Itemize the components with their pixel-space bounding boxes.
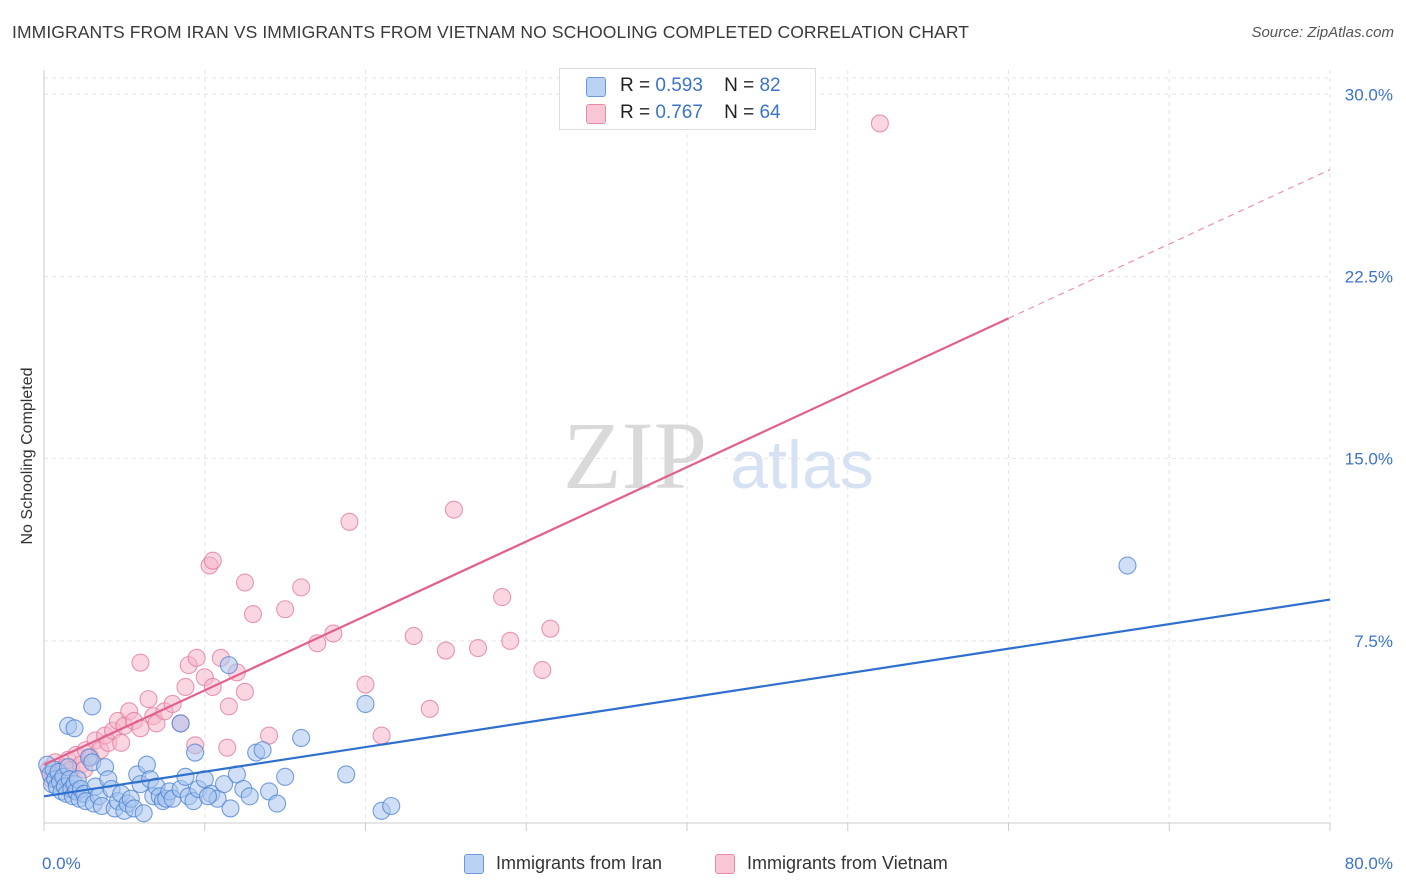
vietnam-point	[493, 588, 512, 607]
data-points	[38, 114, 1137, 823]
r-label: R =	[620, 75, 651, 96]
iran-swatch	[586, 77, 606, 97]
y-axis-title: No Schooling Completed	[19, 367, 36, 545]
vietnam-point	[276, 600, 295, 619]
vietnam-swatch	[715, 854, 735, 874]
series-name-vietnam: Immigrants from Vietnam	[747, 853, 948, 873]
y-tick-label: 22.5%	[1345, 267, 1393, 286]
vietnam-point	[203, 551, 222, 570]
vietnam-swatch	[586, 104, 606, 124]
iran-point	[65, 719, 84, 738]
series-legend: Immigrants from Iran Immigrants from Vie…	[0, 852, 1406, 878]
vietnam-point	[112, 733, 131, 752]
series-name-iran: Immigrants from Iran	[496, 853, 663, 873]
vietnam-point	[219, 697, 238, 716]
iran-point	[382, 796, 401, 816]
vietnam-point	[404, 626, 423, 646]
vietnam-point	[187, 648, 206, 667]
iran-point	[221, 799, 240, 818]
r-value-vietnam: 0.767	[655, 102, 703, 123]
stats-legend: R = 0.593 N = 82 R = 0.767 N = 64	[559, 68, 816, 130]
vietnam-point	[163, 694, 182, 714]
chart-title: IMMIGRANTS FROM IRAN VS IMMIGRANTS FROM …	[12, 22, 970, 42]
y-tick-label: 15.0%	[1345, 450, 1393, 469]
iran-trend-line	[43, 598, 1331, 798]
vietnam-trend-line	[43, 317, 1009, 766]
iran-swatch	[464, 854, 484, 874]
vietnam-point	[444, 500, 463, 519]
n-value-iran: 82	[759, 75, 781, 96]
axes	[43, 70, 1331, 831]
vietnam-point	[292, 578, 311, 597]
iran-point	[268, 794, 287, 813]
vietnam-point	[340, 512, 359, 531]
y-tick-label: 7.5%	[1354, 632, 1393, 651]
vietnam-point	[541, 619, 560, 638]
iran-point	[356, 694, 375, 714]
iran-point	[253, 741, 272, 760]
iran-point	[83, 697, 102, 716]
iran-point	[240, 787, 259, 806]
vietnam-point	[501, 631, 520, 650]
r-value-iran: 0.593	[655, 75, 703, 96]
vietnam-point	[533, 660, 552, 680]
vietnam-point	[131, 653, 150, 672]
iran-point	[134, 804, 153, 823]
vietnam-point	[870, 114, 889, 133]
iran-point	[214, 775, 234, 794]
iran-point	[292, 728, 311, 748]
n-label: N =	[724, 75, 755, 96]
vietnam-point	[139, 690, 158, 709]
vietnam-point	[420, 699, 439, 718]
watermark: ZIP atlas	[563, 402, 874, 509]
iran-point	[198, 787, 218, 806]
watermark-zip: ZIP	[563, 402, 707, 509]
vietnam-point	[176, 677, 195, 697]
vietnam-trend-line-extension	[1008, 169, 1331, 319]
vietnam-point	[372, 726, 391, 745]
iran-point	[1118, 556, 1137, 575]
watermark-atlas: atlas	[730, 427, 874, 503]
vietnam-point	[468, 639, 488, 658]
iran-point	[171, 714, 190, 733]
n-label: N =	[724, 102, 755, 123]
vietnam-point	[356, 675, 375, 694]
y-tick-label: 30.0%	[1345, 85, 1393, 104]
iran-point	[186, 743, 205, 762]
x-tick-label: 0.0%	[42, 854, 81, 873]
iran-point	[337, 765, 356, 784]
tick-labels: 7.5% 15.0% 22.5% 30.0% 0.0% 80.0%	[42, 85, 1393, 873]
trend-lines	[43, 169, 1331, 798]
vietnam-point	[235, 682, 254, 701]
r-label: R =	[620, 102, 651, 123]
legend-text-vietnam: R = 0.767 N = 64	[620, 102, 781, 124]
vietnam-point	[243, 605, 263, 624]
vietnam-point	[218, 738, 237, 757]
vietnam-point	[436, 641, 455, 660]
iran-point	[176, 767, 195, 786]
vietnam-point	[235, 573, 254, 592]
iran-point	[219, 656, 238, 675]
legend-text-iran: R = 0.593 N = 82	[620, 75, 781, 97]
iran-point	[276, 767, 295, 786]
x-tick-label: 80.0%	[1345, 854, 1393, 873]
n-value-vietnam: 64	[759, 102, 781, 123]
source-label: Source: ZipAtlas.com	[1251, 24, 1394, 41]
